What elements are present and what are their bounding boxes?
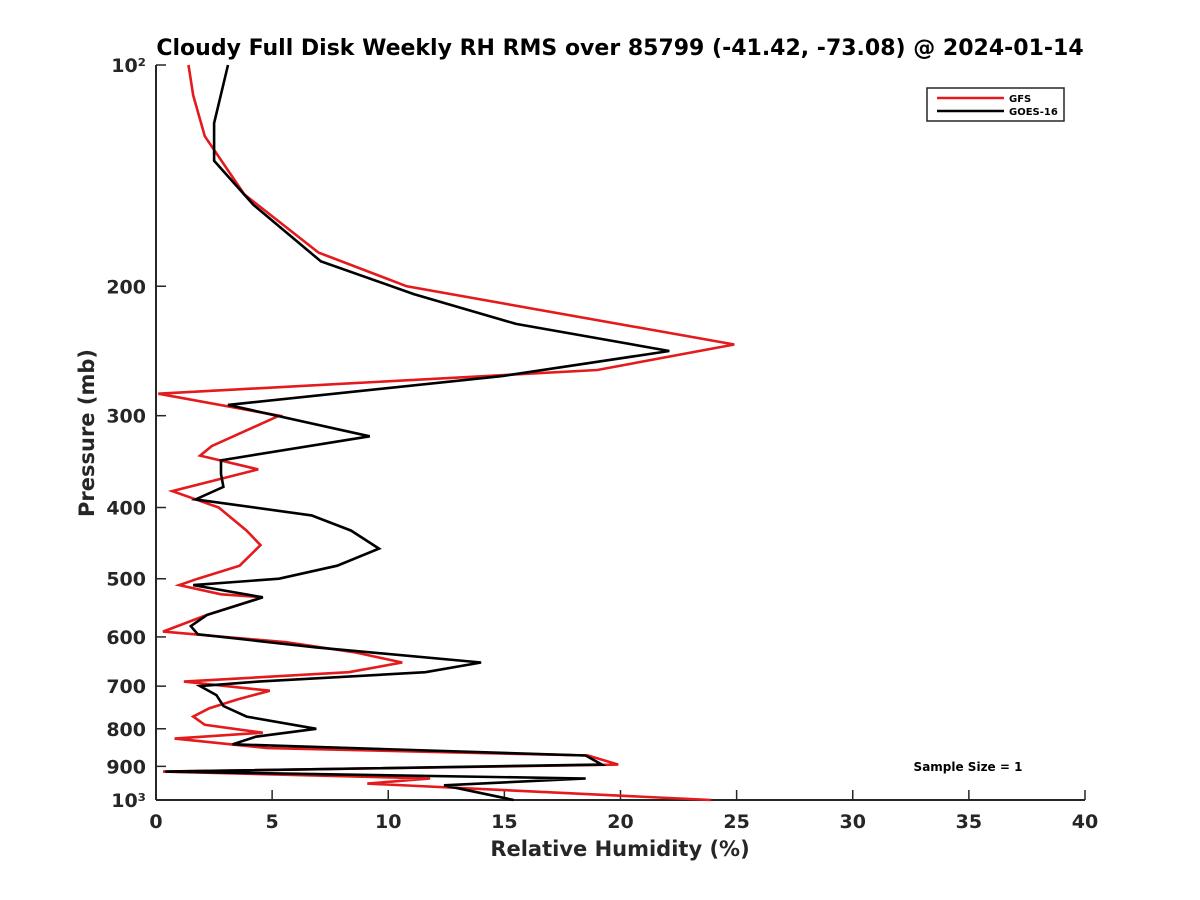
legend-box bbox=[926, 87, 1065, 122]
x-axis-label: Relative Humidity (%) bbox=[490, 837, 749, 861]
y-tick-label: 700 bbox=[106, 676, 146, 698]
series-line-goes-16 bbox=[165, 64, 670, 802]
y-tick-label: 400 bbox=[106, 498, 146, 520]
chart-title: Cloudy Full Disk Weekly RH RMS over 8579… bbox=[156, 36, 1083, 61]
series-layer bbox=[158, 64, 735, 802]
y-tick-label: 500 bbox=[106, 569, 146, 591]
x-tick-label: 25 bbox=[723, 811, 749, 833]
axes: 0 5 10 15 20 25 30 35 40 10² 200 300 400 500 600 700 800… bbox=[106, 55, 1098, 833]
legend-label: GFS bbox=[1009, 94, 1031, 105]
x-tick-label: 15 bbox=[491, 811, 517, 833]
x-tick-label: 35 bbox=[956, 811, 982, 833]
y-tick-label: 800 bbox=[106, 719, 146, 741]
x-tick-label: 30 bbox=[840, 811, 866, 833]
legend-label: GOES-16 bbox=[1009, 107, 1058, 118]
y-tick-label: 10³ bbox=[111, 790, 146, 812]
x-tick-label: 0 bbox=[149, 811, 162, 833]
y-tick-label: 200 bbox=[106, 276, 146, 298]
y-tick-label: 600 bbox=[106, 627, 146, 649]
x-tick-label: 40 bbox=[1072, 811, 1098, 833]
sample-size-annotation: Sample Size = 1 bbox=[914, 760, 1023, 774]
y-tick-label: 10² bbox=[111, 55, 146, 77]
x-tick-label: 10 bbox=[375, 811, 401, 833]
y-tick-label: 900 bbox=[106, 756, 146, 778]
legend: GFS GOES-16 bbox=[926, 87, 1065, 122]
y-tick-label: 300 bbox=[106, 406, 146, 428]
x-tick-label: 20 bbox=[607, 811, 633, 833]
x-tick-label: 5 bbox=[266, 811, 279, 833]
y-axis-label: Pressure (mb) bbox=[75, 349, 99, 517]
